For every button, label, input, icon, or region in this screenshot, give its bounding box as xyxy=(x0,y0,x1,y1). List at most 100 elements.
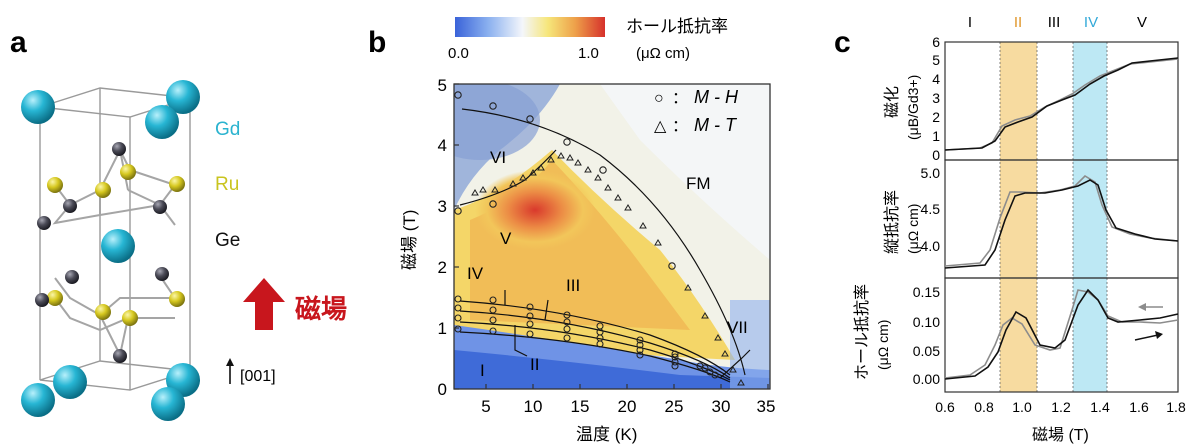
boundary-iv xyxy=(459,300,731,376)
region-v: V xyxy=(1137,14,1147,31)
plot-c-mid-frame xyxy=(944,159,1179,279)
colorbar-title: ホール抵抗率 xyxy=(626,17,728,36)
phase-vi: VI xyxy=(490,148,506,167)
ytick: 0.00 xyxy=(913,371,940,387)
xtick: 30 xyxy=(712,397,731,416)
ge-atom xyxy=(35,293,49,307)
legend-mh-symbol: ○ xyxy=(654,90,664,107)
xtick: 0.6 xyxy=(935,399,955,415)
legend-ge: Ge xyxy=(215,230,240,251)
sweep-down-arrow-icon xyxy=(1138,303,1163,311)
mag-curve-gray xyxy=(944,58,1179,151)
panel-a: a xyxy=(10,26,347,421)
band-iv xyxy=(1073,42,1107,392)
ge-atom xyxy=(113,349,127,363)
plot-c-xlabel: 磁場 (T) xyxy=(1032,426,1089,444)
field-label: 磁場 xyxy=(295,294,347,324)
ru-atom xyxy=(169,176,185,192)
xtick: 1.4 xyxy=(1090,399,1110,415)
legend-mh-colon: ： xyxy=(672,90,688,107)
colorbar-unit: (μΩ cm) xyxy=(636,45,690,62)
colorbar-max: 1.0 xyxy=(578,45,599,62)
legend-ru: Ru xyxy=(215,174,239,195)
mh-marker xyxy=(563,138,571,146)
gd-atom xyxy=(101,229,135,263)
xtick: 35 xyxy=(757,397,776,416)
field-arrow-icon xyxy=(243,278,285,330)
xtick: 5 xyxy=(481,397,490,416)
panel-b: b 0.0 1.0 ホール抵抗率 (μΩ cm) xyxy=(368,17,775,444)
phase-i: I xyxy=(480,361,485,380)
axis-001-label: [001] xyxy=(240,368,276,385)
ytick: 2 xyxy=(438,258,447,277)
plot-c-bot-yticks: 0.00 0.05 0.10 0.15 xyxy=(913,284,940,387)
phase-v: V xyxy=(500,229,512,248)
plot-c-xticks: 0.6 0.8 1.0 1.2 1.4 1.6 1.8 xyxy=(935,399,1186,415)
plot-c-top-ylabel: 磁化 xyxy=(883,86,901,118)
ru-atom xyxy=(47,177,63,193)
plot-c-mid-ylabel: 縦抵抗率 xyxy=(883,190,901,254)
plot-c-top-yunit: (μB/Gd3+) xyxy=(905,75,921,140)
mh-marker xyxy=(489,102,497,110)
xtick: 1.8 xyxy=(1166,399,1186,415)
ge-atom xyxy=(63,199,77,213)
phase-ii: II xyxy=(530,355,539,374)
panel-a-label: a xyxy=(10,26,27,59)
legend-gd: Gd xyxy=(215,119,240,140)
gd-atom xyxy=(21,90,55,124)
plot-b-axes xyxy=(454,83,769,390)
gd-atom xyxy=(151,387,185,421)
ytick: 1 xyxy=(932,128,940,144)
mh-markers-low xyxy=(454,295,719,379)
ytick: 3 xyxy=(932,90,940,106)
legend-mh-text: M - H xyxy=(694,87,739,107)
boundary-fm xyxy=(461,108,746,376)
xtick: 1.6 xyxy=(1129,399,1149,415)
ru-atom xyxy=(122,310,138,326)
mh-marker xyxy=(599,166,607,174)
region-iv: IV xyxy=(1084,14,1098,31)
ytick: 5.0 xyxy=(921,165,941,181)
ytick: 1 xyxy=(438,319,447,338)
mh-marker xyxy=(526,115,534,123)
ge-atom xyxy=(153,200,167,214)
region-ii: II xyxy=(1014,14,1022,31)
legend-mt-symbol: △ xyxy=(654,118,667,135)
gd-atoms xyxy=(21,80,200,421)
phase-vii: VII xyxy=(727,318,748,337)
ge-atom xyxy=(155,267,169,281)
plot-b-xticklabels: 5 10 15 20 25 30 35 xyxy=(481,397,775,416)
phase-iii: III xyxy=(566,276,580,295)
ytick: 2 xyxy=(932,109,940,125)
xtick: 1.2 xyxy=(1051,399,1071,415)
up-arrow-icon xyxy=(226,358,234,384)
ytick: 0.10 xyxy=(913,314,940,330)
ytick: 3 xyxy=(438,197,447,216)
plot-c-bot-yunit: (μΩ cm) xyxy=(875,320,891,370)
phase-fm: FM xyxy=(686,174,711,193)
plot-c-bot-ylabel: ホール抵抗率 xyxy=(853,284,871,380)
colorbar-min: 0.0 xyxy=(448,45,469,62)
panel-c-label: c xyxy=(834,26,851,59)
xtick: 0.8 xyxy=(974,399,994,415)
plot-c-mid-yunit: (μΩ cm) xyxy=(905,204,921,254)
phase-labels: VI FM V IV III VII II I xyxy=(467,148,748,380)
colorbar xyxy=(455,17,605,37)
ge-atom xyxy=(37,216,51,230)
gd-atom xyxy=(53,365,87,399)
ytick: 5 xyxy=(932,52,940,68)
sweep-up-arrow-icon xyxy=(1134,331,1163,341)
region-iii: III xyxy=(1048,14,1061,31)
ytick: 4 xyxy=(438,136,447,155)
ytick: 0.15 xyxy=(913,284,940,300)
plot-b-frame xyxy=(453,83,771,390)
ru-atom xyxy=(47,290,63,306)
ru-atom xyxy=(120,164,136,180)
plot-b-xlabel: 温度 (K) xyxy=(576,425,637,444)
ge-atom xyxy=(65,270,79,284)
plot-c-top-yticks: 0 1 2 3 4 5 6 xyxy=(932,34,940,163)
ru-atom xyxy=(95,304,111,320)
xtick: 20 xyxy=(618,397,637,416)
legend-mt-text: M - T xyxy=(694,115,738,135)
